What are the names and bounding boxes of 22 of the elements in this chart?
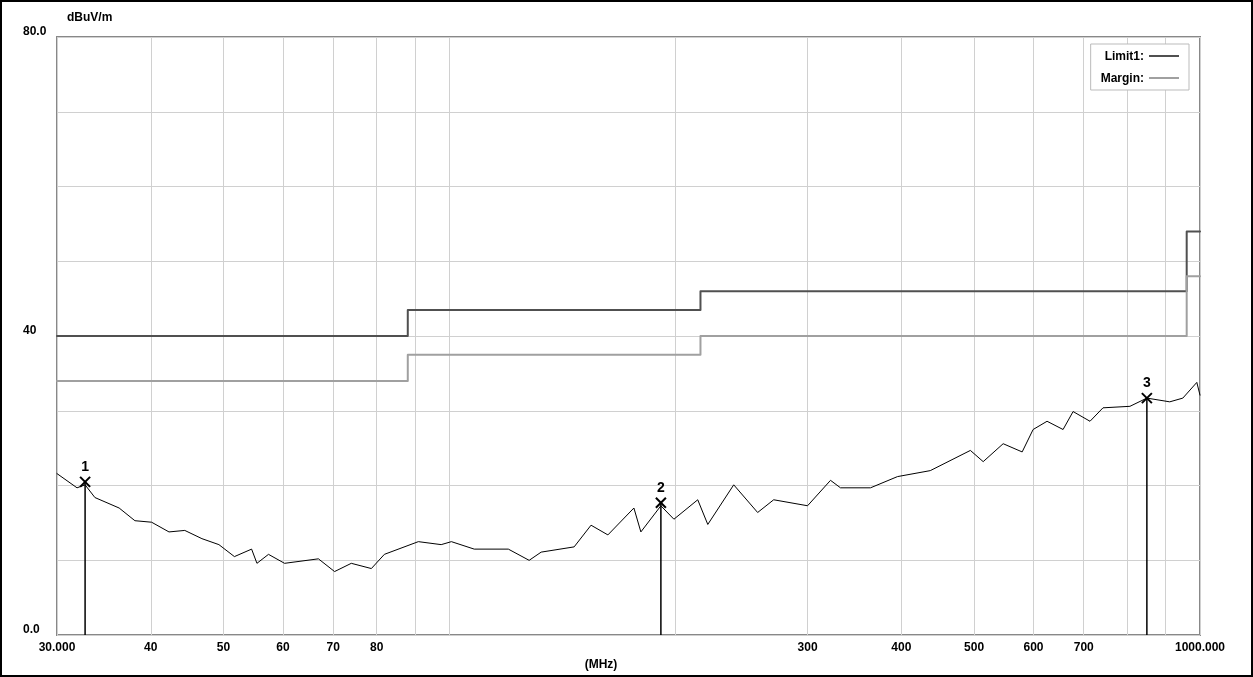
annotation: 1: [81, 457, 90, 474]
annotation: 3: [1142, 374, 1151, 391]
x-tick-label: 400: [891, 640, 912, 655]
x-tick-label: 600: [1023, 640, 1044, 655]
x-tick-label: 300: [797, 640, 818, 655]
x-tick-label: 60: [276, 640, 290, 655]
annotation: 2: [656, 478, 665, 495]
y-tick-label: 0.0: [23, 622, 41, 637]
y-tick-label: 80.0: [23, 24, 47, 38]
x-tick-label: 700: [1073, 640, 1095, 655]
x-tick-label: 70: [326, 640, 341, 655]
legend-label: Limit1:: [1104, 49, 1144, 63]
x-tick-label: 30.000: [38, 640, 76, 655]
x-axis-title: (MHz): [584, 657, 618, 671]
legend-label: Margin:: [1100, 71, 1144, 85]
x-tick-label: 50: [216, 640, 231, 655]
x-tick-label: 1000.000: [1174, 640, 1226, 655]
x-tick-label: 80: [370, 640, 384, 655]
x-tick-label: 40: [144, 640, 158, 655]
x-tick-label: 500: [964, 640, 985, 655]
y-tick-label: 40: [23, 323, 37, 338]
y-axis-title: dBuV/m: [67, 10, 113, 24]
